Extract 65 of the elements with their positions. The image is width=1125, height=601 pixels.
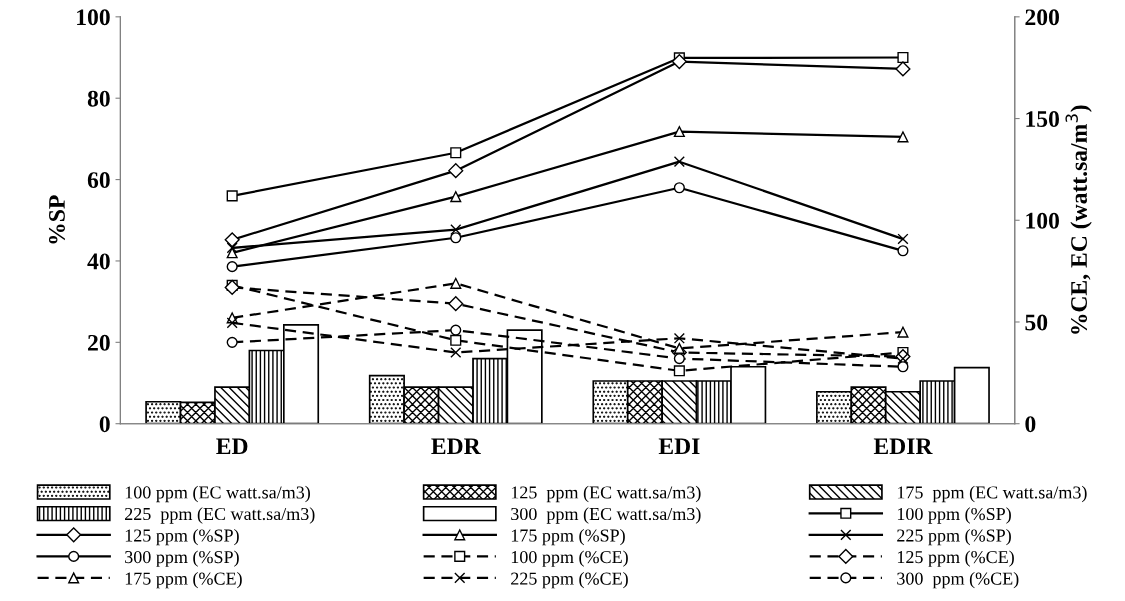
y-tick-label: 100 — [77, 9, 110, 26]
y-tick-label: 20 — [88, 334, 110, 351]
legend-label: 300 ppm (%CE) — [897, 571, 1019, 589]
y2-tick-label: 200 — [1025, 9, 1059, 26]
point — [226, 261, 238, 273]
legend-label: 100 ppm (EC watt.sa/m3) — [125, 485, 310, 503]
point — [673, 365, 685, 377]
point — [897, 245, 909, 257]
legend-label: 125 ppm (EC watt.sa/m3) — [511, 485, 701, 503]
point — [673, 342, 685, 354]
point — [226, 190, 238, 202]
point — [450, 147, 462, 159]
legend-label: 300 ppm (%SP) — [125, 550, 239, 567]
legend-label: 100 ppm (%SP) — [897, 507, 1011, 524]
point — [450, 324, 462, 336]
point — [450, 334, 462, 346]
point — [897, 353, 909, 365]
point — [673, 182, 685, 194]
point — [897, 326, 909, 338]
legend-label: 225 ppm (%SP) — [897, 528, 1011, 546]
legend-label: 125 ppm (%CE) — [897, 550, 1014, 567]
legend-label: 225 ppm (EC watt.sa/m3) — [125, 507, 315, 524]
legend-label: 225 ppm (%CE) — [511, 571, 628, 589]
point — [226, 336, 238, 348]
legend-label: 125 ppm (%SP) — [125, 528, 239, 546]
point — [450, 232, 462, 244]
legend-label: 300 ppm (EC watt.sa/m3) — [511, 507, 701, 524]
point — [450, 191, 462, 203]
point — [897, 131, 909, 143]
point — [897, 51, 909, 64]
point — [224, 232, 240, 248]
y-axis-title: %SP — [48, 195, 65, 244]
point — [448, 163, 464, 179]
legend-label: 175 ppm (%CE) — [125, 571, 242, 589]
y2-axis-title: %CE, EC (watt.sa/m$^{3}$) — [1065, 105, 1092, 334]
y-tick-label: 40 — [87, 253, 110, 270]
legend-label: 175 ppm (%SP) — [511, 528, 625, 546]
y2-tick-label: 100 — [1026, 212, 1059, 229]
y2-tick-label: 0 — [1025, 416, 1036, 433]
x-tick-label: EDR — [431, 438, 481, 455]
y2-tick-label: 50 — [1025, 314, 1048, 331]
point — [450, 277, 462, 289]
point — [224, 279, 240, 295]
y-tick-label: 80 — [87, 90, 110, 107]
legend-label: 175 ppm (EC watt.sa/m3) — [897, 485, 1087, 503]
point — [897, 361, 909, 373]
point — [895, 61, 911, 77]
y2-tick-label: 150 — [1026, 111, 1059, 127]
y-tick-label: 60 — [87, 172, 110, 188]
point — [450, 224, 462, 236]
point — [671, 54, 687, 70]
legend-label: 100 ppm (%CE) — [511, 550, 628, 567]
point — [673, 332, 685, 344]
x-tick-label: EDI — [658, 438, 700, 455]
x-tick-label: EDIR — [873, 438, 933, 455]
point — [450, 346, 462, 359]
point — [673, 353, 685, 365]
point — [897, 233, 909, 245]
point — [673, 126, 685, 138]
point — [226, 317, 238, 329]
point — [226, 242, 238, 254]
point — [448, 296, 464, 312]
x-tick-label: ED — [216, 438, 248, 455]
point — [673, 156, 685, 168]
y-tick-label: 0 — [99, 416, 110, 433]
